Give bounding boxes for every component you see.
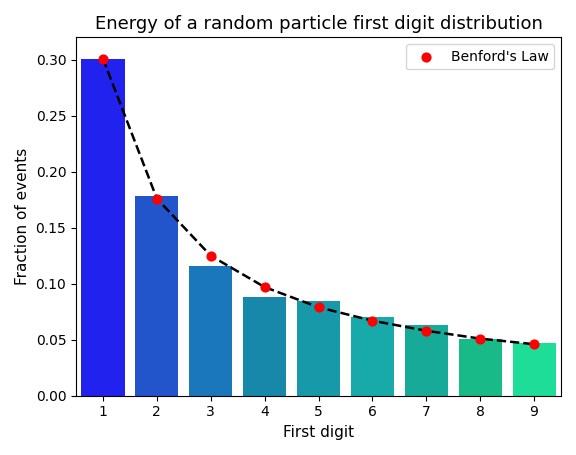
Benford's Law xyxy=(314,303,323,311)
Bar xyxy=(81,59,124,396)
Bar xyxy=(405,325,448,396)
Bar xyxy=(458,339,502,396)
Benford's Law xyxy=(260,283,269,291)
Legend: Benford's Law: Benford's Law xyxy=(406,44,554,70)
Title: Energy of a random particle first digit distribution: Energy of a random particle first digit … xyxy=(94,15,543,33)
Bar xyxy=(243,297,286,396)
Benford's Law xyxy=(98,55,108,62)
Benford's Law xyxy=(368,317,377,324)
Y-axis label: Fraction of events: Fraction of events xyxy=(15,148,30,285)
Benford's Law xyxy=(206,252,215,259)
Benford's Law xyxy=(152,195,161,202)
X-axis label: First digit: First digit xyxy=(283,425,354,440)
Bar xyxy=(513,343,556,396)
Bar xyxy=(297,300,340,396)
Bar xyxy=(189,266,232,396)
Benford's Law xyxy=(476,335,485,342)
Benford's Law xyxy=(422,327,431,334)
Bar xyxy=(135,197,179,396)
Benford's Law xyxy=(529,340,539,348)
Bar xyxy=(351,317,394,396)
